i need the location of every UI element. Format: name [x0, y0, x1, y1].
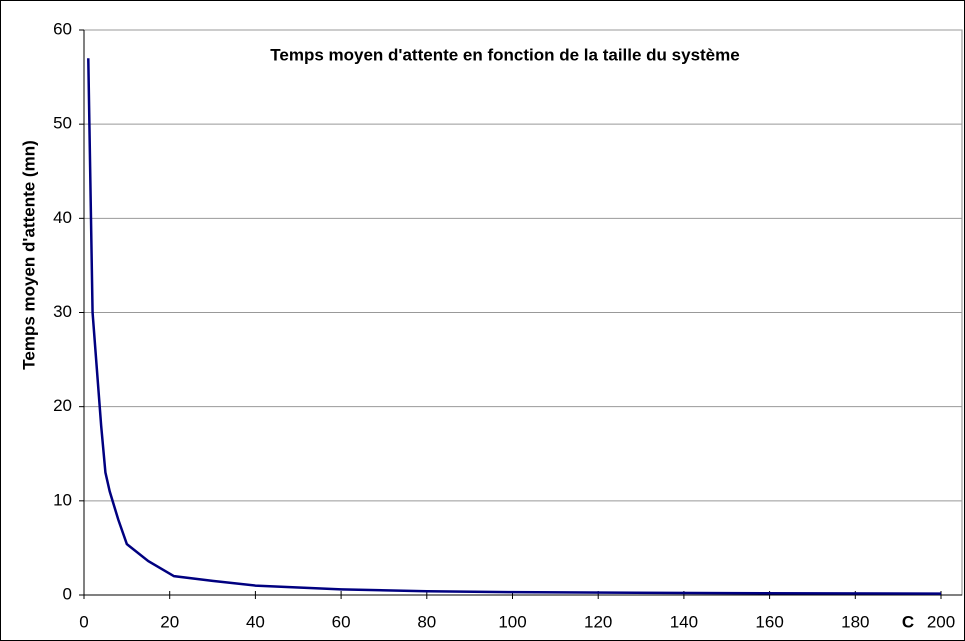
y-tick-label: 60 [53, 19, 72, 38]
x-tick-label: 140 [670, 612, 698, 631]
x-tick-label: 180 [841, 612, 869, 631]
y-tick-label: 50 [53, 114, 72, 133]
x-tick-label: 200 [927, 612, 955, 631]
y-tick-label: 40 [53, 208, 72, 227]
x-tick-label: 60 [332, 612, 351, 631]
line-series [87, 58, 942, 595]
chart-title: Temps moyen d'attente en fonction de la … [270, 45, 739, 64]
x-tick-label: 120 [584, 612, 612, 631]
y-tick-label: 30 [53, 302, 72, 321]
y-tick-label: 0 [63, 584, 72, 603]
x-tick-label: 40 [246, 612, 265, 631]
x-axis-label: C [902, 612, 914, 631]
x-tick-label: 100 [498, 612, 526, 631]
y-tick-label: 20 [53, 396, 72, 415]
y-axis-label: Temps moyen d'attente (mn) [19, 140, 38, 369]
x-tick-label: 160 [755, 612, 783, 631]
x-tick-label: 20 [160, 612, 179, 631]
x-tick-label: 0 [79, 612, 88, 631]
y-tick-label: 10 [53, 490, 72, 509]
x-tick-label: 80 [417, 612, 436, 631]
